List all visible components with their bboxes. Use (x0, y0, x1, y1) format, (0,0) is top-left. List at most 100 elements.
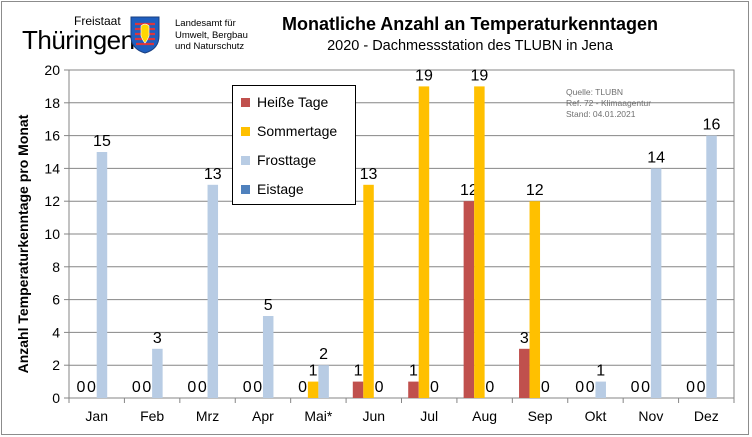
y-tick-label: 4 (52, 324, 60, 340)
data-label: 0 (430, 379, 439, 396)
data-label: 19 (470, 67, 488, 84)
bar (408, 381, 419, 398)
bar (474, 86, 485, 399)
y-tick-label: 20 (44, 62, 60, 78)
x-tick-label: Jan (85, 408, 108, 424)
source-line: Stand: 04.01.2021 (566, 109, 636, 119)
data-label: 15 (93, 133, 111, 150)
data-label: 13 (360, 166, 378, 183)
x-tick-label: Feb (140, 408, 164, 424)
bar (262, 316, 274, 398)
thueringen-logo: Freistaat Thüringen Landesamt für Umwelt… (22, 14, 252, 58)
x-tick-label: Jun (363, 408, 386, 424)
bar (318, 365, 329, 398)
legend-label: Eistage (257, 181, 304, 197)
bar (307, 381, 319, 398)
chart-subtitle: 2020 - Dachmessstation des TLUBN in Jena (327, 38, 613, 54)
y-axis-title: Anzahl Temperaturkenntage pro Monat (15, 114, 31, 373)
x-tick-label: Okt (585, 408, 607, 424)
data-label: 0 (298, 379, 307, 396)
data-label: 2 (319, 346, 328, 363)
data-label: 0 (253, 379, 262, 396)
y-tick-label: 2 (52, 357, 60, 373)
legend-item: Heiße Tage (241, 94, 328, 110)
data-label: 0 (243, 379, 252, 396)
bar (519, 348, 530, 398)
bar (650, 168, 662, 398)
bar (706, 135, 717, 398)
data-label: 0 (631, 379, 640, 396)
chart-title: Monatliche Anzahl an Temperaturkenntagen (281, 14, 659, 34)
bar (207, 184, 219, 398)
y-tick-label: 18 (44, 95, 60, 111)
legend-swatch (241, 126, 250, 136)
agency-line: Landesamt für (175, 18, 236, 29)
data-label: 0 (375, 379, 384, 396)
data-label: 0 (575, 379, 584, 396)
logo-state-label: Freistaat (74, 14, 121, 28)
data-label: 0 (87, 379, 96, 396)
bar (418, 86, 430, 399)
x-tick-label: Mrz (196, 408, 219, 424)
x-tick-label: Dez (694, 408, 719, 424)
bar (463, 201, 475, 398)
data-label: 16 (703, 117, 721, 134)
y-tick-label: 6 (52, 292, 60, 308)
data-label: 0 (686, 379, 695, 396)
x-tick-label: Aug (472, 408, 497, 424)
data-label: 1 (354, 363, 363, 380)
data-label: 0 (77, 379, 86, 396)
data-label: 0 (697, 379, 706, 396)
data-label: 0 (187, 379, 196, 396)
bar (363, 184, 374, 398)
x-tick-label: Nov (638, 408, 663, 424)
y-tick-label: 12 (44, 193, 60, 209)
thuringia-crest-icon (130, 16, 160, 54)
legend-label: Heiße Tage (257, 94, 329, 110)
y-tick-label: 0 (52, 390, 60, 406)
x-tick-label: Sep (528, 408, 553, 424)
data-label: 5 (264, 297, 273, 314)
legend-swatch (241, 155, 250, 165)
legend-label: Sommertage (257, 123, 338, 139)
data-label: 1 (596, 363, 605, 380)
data-label: 3 (153, 330, 162, 347)
data-label: 1 (409, 363, 418, 380)
bar (595, 381, 606, 398)
y-tick-label: 16 (44, 128, 60, 144)
data-label: 0 (142, 379, 151, 396)
data-label: 0 (198, 379, 207, 396)
x-tick-label: Jul (420, 408, 438, 424)
data-label: 3 (520, 330, 529, 347)
data-label: 19 (415, 67, 433, 84)
data-label: 0 (132, 379, 141, 396)
data-label: 12 (526, 182, 544, 199)
legend-item: Frosttage (241, 152, 316, 168)
data-label: 1 (309, 363, 318, 380)
data-label: 0 (641, 379, 650, 396)
data-label: 13 (204, 166, 222, 183)
source-line: Ref. 72 - Klimaagentur (566, 98, 652, 108)
logo-agency-name: Landesamt für Umwelt, Bergbau und Naturs… (175, 18, 248, 53)
legend-swatch (241, 184, 250, 194)
y-tick-label: 10 (44, 226, 60, 242)
y-tick-label: 8 (52, 259, 60, 275)
chart-legend: Heiße Tage Sommertage Frosttage Eistage (232, 85, 356, 205)
bar (529, 201, 541, 398)
x-tick-label: Mai* (304, 408, 333, 424)
agency-line: und Naturschutz (175, 41, 245, 52)
x-tick-label: Apr (252, 408, 274, 424)
bar (96, 152, 108, 398)
y-tick-label: 14 (44, 160, 60, 176)
bar (152, 348, 163, 398)
agency-line: Umwelt, Bergbau (175, 29, 248, 41)
bar (352, 381, 364, 398)
legend-item: Sommertage (241, 123, 337, 139)
legend-swatch (241, 97, 250, 107)
data-label: 0 (541, 379, 550, 396)
data-label: 12 (460, 182, 478, 199)
data-label: 0 (586, 379, 595, 396)
source-note: Quelle: TLUBN Ref. 72 - Klimaagentur Sta… (566, 87, 651, 120)
